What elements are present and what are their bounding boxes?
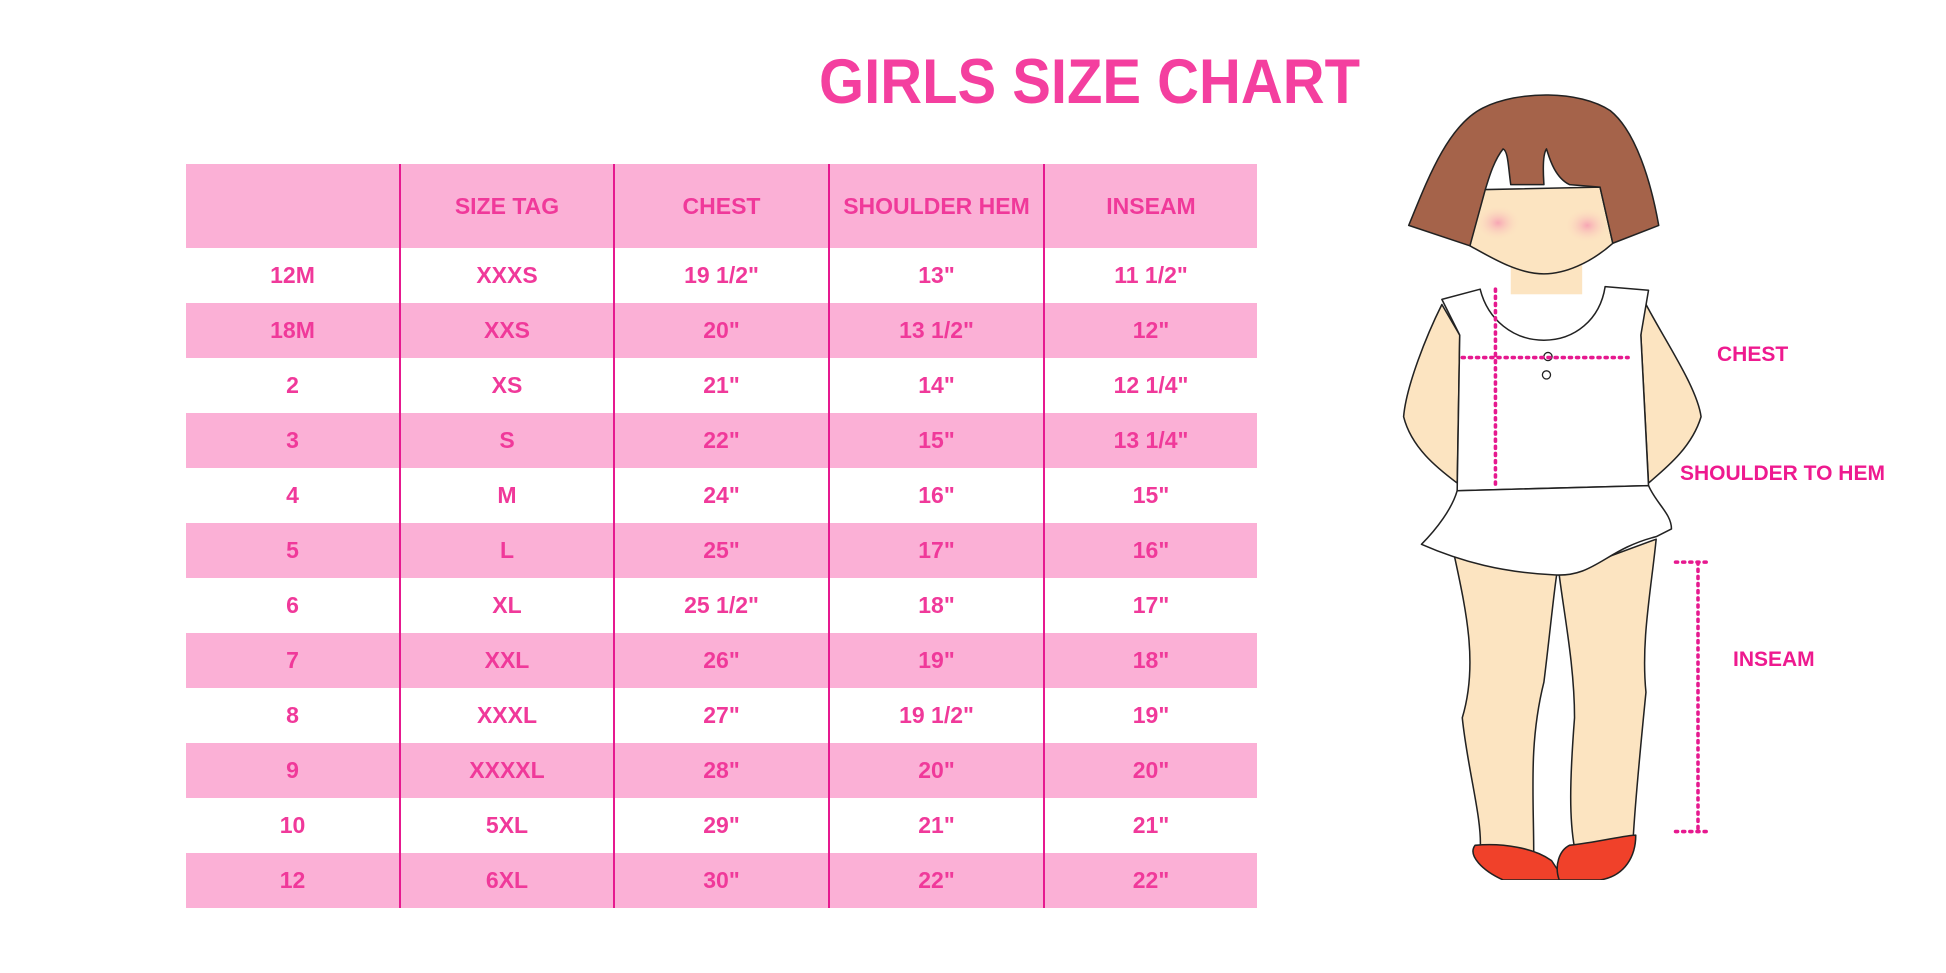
table-cell: 9 [186, 743, 400, 798]
table-cell: 15" [1043, 468, 1257, 523]
table-cell: 26" [613, 633, 829, 688]
table-row: 12 6XL 30" 22" 22" [186, 853, 1257, 908]
table-cell: XXS [399, 303, 614, 358]
table-row: 6 XL 25 1/2" 18" 17" [186, 578, 1257, 633]
column-header: SIZE TAG [399, 164, 614, 248]
table-cell: 5XL [399, 798, 614, 853]
table-cell: 19" [1043, 688, 1257, 743]
table-cell: 21" [828, 798, 1044, 853]
left-arm [1402, 303, 1461, 484]
table-cell: 25" [613, 523, 829, 578]
table-row: 7 XXL 26" 19" 18" [186, 633, 1257, 688]
table-row: 10 5XL 29" 21" 21" [186, 798, 1257, 853]
table-cell: 25 1/2" [613, 578, 829, 633]
table-cell: 28" [613, 743, 829, 798]
table-cell: 27" [613, 688, 829, 743]
skirt [1420, 484, 1673, 576]
table-cell: 21" [1043, 798, 1257, 853]
table-cell: 14" [828, 358, 1044, 413]
page-title: GIRLS SIZE CHART [819, 47, 1360, 117]
table-cell: 16" [828, 468, 1044, 523]
shoulder-to-hem-label: SHOULDER TO HEM [1680, 462, 1885, 485]
column-header: SHOULDER HEM [828, 164, 1044, 248]
table-cell: XS [399, 358, 614, 413]
table-cell: 13" [828, 248, 1044, 303]
table-cell: 11 1/2" [1043, 248, 1257, 303]
table-cell: 22" [1043, 853, 1257, 908]
table-cell: 20" [1043, 743, 1257, 798]
table-cell: XXXXL [399, 743, 614, 798]
column-header [186, 164, 400, 248]
table-cell: 6 [286, 592, 299, 618]
table-cell: XXXS [399, 248, 614, 303]
table-cell: 16" [1043, 523, 1257, 578]
table-row: 12M XXXS 19 1/2" 13" 11 1/2" [186, 248, 1257, 303]
table-cell: 18" [1043, 633, 1257, 688]
table-cell: 12M [270, 262, 315, 288]
table-cell: 20" [828, 743, 1044, 798]
table-cell: 17" [828, 523, 1044, 578]
left-leg [1453, 556, 1558, 854]
right-shoe [1556, 834, 1637, 880]
table-cell: XXXL [399, 688, 614, 743]
table-row: 18M XXS 20" 13 1/2" 12" [186, 303, 1257, 358]
table-cell: 2 [286, 372, 299, 398]
column-header: INSEAM [1043, 164, 1257, 248]
table-cell: 12 [186, 853, 400, 908]
girl-illustration [1402, 94, 1710, 880]
table-cell: M [399, 468, 614, 523]
right-leg [1558, 538, 1657, 849]
table-cell: 13 1/4" [1043, 413, 1257, 468]
top [1441, 285, 1650, 492]
hair [1407, 94, 1660, 247]
table-cell: 12" [1043, 303, 1257, 358]
table-cell: 18M [186, 303, 400, 358]
table-row: 5 L 25" 17" 16" [186, 523, 1257, 578]
table-cell: 13 1/2" [828, 303, 1044, 358]
table-cell: 8 [286, 702, 299, 728]
chest-label: CHEST [1717, 343, 1789, 366]
table-cell: 30" [613, 853, 829, 908]
table-cell: 20" [613, 303, 829, 358]
size-table: SIZE TAG CHEST SHOULDER HEM INSEAM 12M XXXS 1… [186, 164, 1257, 908]
column-header: CHEST [613, 164, 829, 248]
table-cell: 15" [828, 413, 1044, 468]
right-arm [1640, 298, 1702, 484]
inseam-label: INSEAM [1733, 648, 1815, 671]
table-row: 4 M 24" 16" 15" [186, 468, 1257, 523]
table-cell: 29" [613, 798, 829, 853]
table-cell: L [399, 523, 614, 578]
table-cell: 21" [613, 358, 829, 413]
table-cell: 12 1/4" [1043, 358, 1257, 413]
table-cell: 18" [828, 578, 1044, 633]
table-cell: 19 1/2" [828, 688, 1044, 743]
table-row: 9 XXXXL 28" 20" 20" [186, 743, 1257, 798]
table-cell: 10 [279, 812, 306, 838]
table-cell: XXL [399, 633, 614, 688]
table-cell: 6XL [399, 853, 614, 908]
table-cell: 22" [613, 413, 829, 468]
table-cell: S [399, 413, 614, 468]
table-cell: 19" [828, 633, 1044, 688]
left-shoe [1472, 843, 1566, 880]
table-cell: 7 [186, 633, 400, 688]
header-row: SIZE TAG CHEST SHOULDER HEM INSEAM [186, 164, 1257, 248]
table-cell: 5 [186, 523, 400, 578]
table-cell: 19 1/2" [613, 248, 829, 303]
table-row: 2 XS 21" 14" 12 1/4" [186, 358, 1257, 413]
table-row: 8 XXXL 27" 19 1/2" 19" [186, 688, 1257, 743]
table-cell: 22" [828, 853, 1044, 908]
table-cell: 24" [613, 468, 829, 523]
table-cell: 4 [286, 482, 299, 508]
table-cell: 17" [1043, 578, 1257, 633]
table-row: 3 S 22" 15" 13 1/4" [186, 413, 1257, 468]
table-cell: XL [399, 578, 614, 633]
table-cell: 3 [186, 413, 400, 468]
